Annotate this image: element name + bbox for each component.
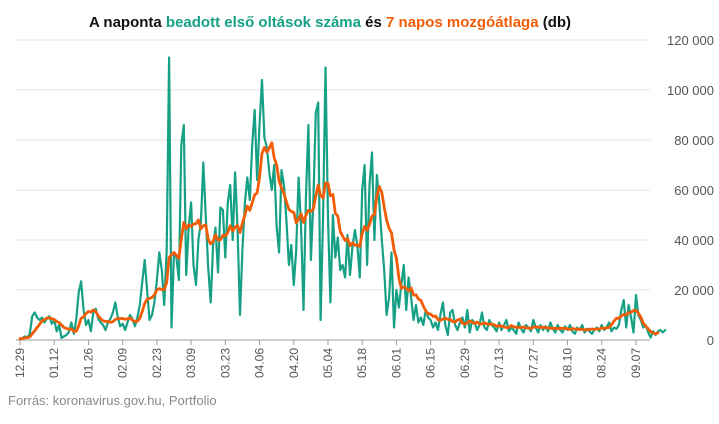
y-tick-label: 80 000	[674, 133, 714, 148]
x-tick-label: 09.07	[629, 348, 643, 378]
series-line-daily	[18, 56, 667, 340]
y-tick-label: 20 000	[674, 283, 714, 298]
x-tick-label: 02.09	[116, 348, 130, 378]
y-axis-ticks: 0 20 000 40 000 60 000 80 000 100 000 120 000	[667, 33, 714, 348]
x-axis-ticks: 12.29 01.12 01.26 02.09 02.23 03.09 03.23 04.06…	[13, 340, 643, 378]
x-tick-label: 06.15	[424, 348, 438, 378]
x-tick-label: 04.20	[287, 348, 301, 378]
title-part-3: 7 napos mozgóátlaga	[386, 14, 539, 31]
x-tick-label: 06.29	[458, 348, 472, 378]
x-tick-label: 05.18	[355, 348, 369, 378]
title-part-1: beadott első oltások száma	[166, 14, 362, 31]
y-tick-label: 60 000	[674, 183, 714, 198]
x-tick-label: 06.01	[389, 348, 403, 378]
x-tick-label: 08.10	[561, 348, 575, 378]
x-tick-label: 03.09	[184, 348, 198, 378]
y-tick-label: 0	[707, 333, 714, 348]
series-group	[18, 56, 667, 341]
x-tick-label: 07.27	[526, 348, 540, 378]
title-part-4: (db)	[539, 14, 571, 31]
title-part-2: és	[361, 14, 386, 31]
x-tick-label: 03.23	[218, 348, 232, 378]
grid-lines	[16, 39, 650, 341]
x-tick-label: 08.24	[595, 348, 609, 378]
x-tick-label: 01.26	[81, 348, 95, 378]
title-part-0: A naponta	[89, 14, 166, 31]
y-tick-label: 100 000	[667, 83, 714, 98]
x-tick-label: 07.13	[492, 348, 506, 378]
x-tick-label: 02.23	[150, 348, 164, 378]
chart-title: A naponta beadott első oltások száma és …	[89, 14, 571, 31]
series-line-moving-average	[18, 141, 660, 341]
y-tick-label: 40 000	[674, 233, 714, 248]
x-tick-label: 04.06	[253, 348, 267, 378]
x-tick-label: 05.04	[321, 348, 335, 378]
source-note: Forrás: koronavirus.gov.hu, Portfolio	[8, 393, 217, 408]
x-tick-label: 12.29	[13, 348, 27, 378]
x-tick-label: 01.12	[47, 348, 61, 378]
y-tick-label: 120 000	[667, 33, 714, 48]
